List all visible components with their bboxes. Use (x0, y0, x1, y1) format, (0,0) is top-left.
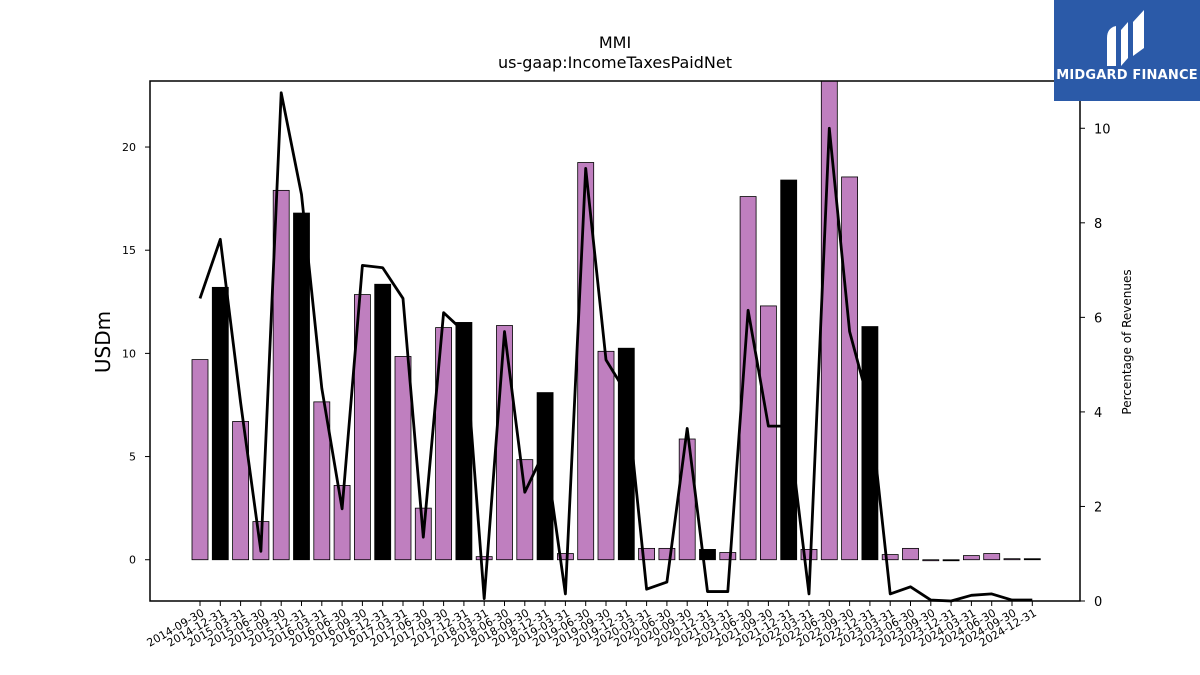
y-tick-label: 5 (129, 451, 136, 464)
y-tick-label: 15 (122, 244, 136, 257)
y-tick-label: 20 (122, 141, 136, 154)
bar (1023, 558, 1041, 561)
bar (496, 325, 513, 561)
chart-subtitle: us-gaap:IncomeTaxesPaidNet (498, 53, 732, 72)
bar (760, 305, 777, 561)
y2-tick-label: 6 (1094, 311, 1102, 326)
bar (678, 438, 696, 561)
bar (557, 553, 574, 561)
bar (597, 350, 615, 561)
bar (333, 485, 351, 561)
bar (455, 322, 473, 561)
axes-group: 0510152002468102014-09-302014-12-312015-… (122, 122, 1111, 649)
bar (374, 283, 392, 561)
bar (272, 189, 290, 561)
y2-tick-label: 0 (1094, 595, 1102, 610)
bar (638, 547, 655, 561)
bar (922, 559, 940, 562)
bar (780, 179, 798, 561)
bar (800, 549, 818, 561)
bar (658, 547, 676, 561)
bar (1003, 558, 1021, 561)
bar (699, 549, 716, 561)
line-group (198, 91, 1033, 603)
y-axis-label: USDm (91, 311, 115, 373)
y2-tick-label: 4 (1094, 406, 1102, 421)
bar (983, 553, 1001, 561)
y2-tick-label: 2 (1094, 500, 1102, 515)
bar (232, 421, 250, 561)
y2-tick-label: 8 (1094, 217, 1102, 232)
bar (313, 401, 331, 561)
bar (963, 555, 980, 561)
bar (211, 286, 229, 561)
bar (191, 359, 209, 561)
bar (516, 459, 534, 561)
plot-frame (149, 80, 1081, 602)
y2-axis-label: Percentage of Revenues (1120, 269, 1134, 414)
bar (353, 294, 371, 561)
bar (942, 559, 960, 562)
y2-tick-label: 10 (1094, 122, 1111, 137)
bar (841, 176, 858, 561)
bar (617, 347, 635, 561)
logo-mark-icon (1107, 10, 1144, 66)
bar (902, 547, 919, 561)
logo-text: MIDGARD FINANCE (1056, 68, 1198, 83)
bar (293, 212, 310, 561)
y-tick-label: 10 (122, 347, 136, 360)
bar (719, 552, 737, 561)
midgard-finance-logo: MIDGARD FINANCE (1054, 0, 1200, 101)
bar (394, 356, 412, 561)
y-tick-label: 0 (129, 554, 136, 567)
bar (739, 196, 757, 561)
chart-title: MMI (599, 33, 631, 52)
bars-group (191, 80, 1041, 562)
bar (475, 556, 493, 561)
percentage-line (198, 91, 1033, 603)
bar (861, 326, 879, 561)
bar (881, 554, 899, 561)
bar (536, 392, 554, 561)
